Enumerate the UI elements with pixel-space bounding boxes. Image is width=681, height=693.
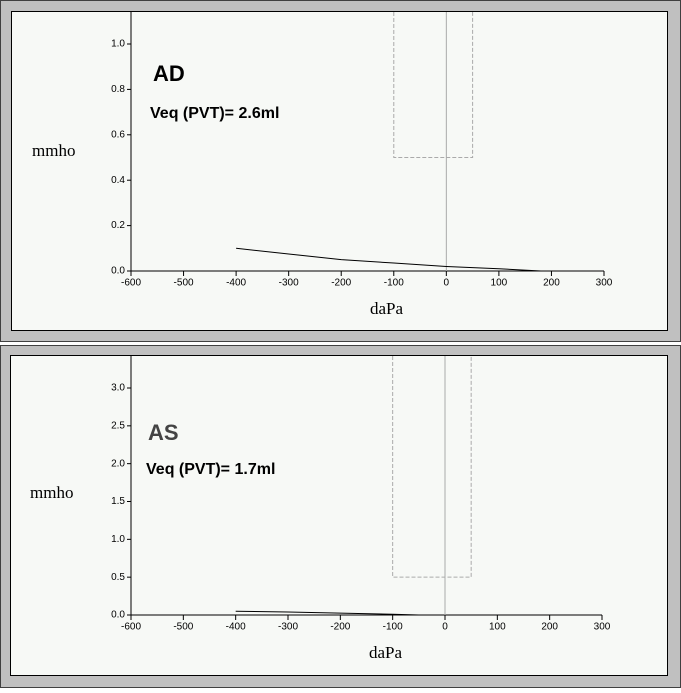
x-axis-title: daPa <box>370 299 404 318</box>
y-tick-label: 0.8 <box>111 84 125 95</box>
x-tick-label: -600 <box>121 278 141 289</box>
x-tick-label: 100 <box>489 622 506 633</box>
x-tick-label: -500 <box>173 622 193 633</box>
y-tick-label: 0.2 <box>111 220 125 231</box>
y-tick-label: 3.0 <box>111 383 125 394</box>
y-tick-label: 0.0 <box>111 266 125 277</box>
x-tick-label: -100 <box>384 278 404 289</box>
x-tick-label: -400 <box>226 622 246 633</box>
y-tick-label: 1.5 <box>111 496 125 507</box>
volume-label: Veq (PVT)= 1.7ml <box>146 461 275 478</box>
x-tick-label: 100 <box>491 278 508 289</box>
curve <box>235 610 419 616</box>
x-tick-label: -300 <box>278 622 298 633</box>
x-tick-label: 0 <box>442 622 448 633</box>
x-tick-label: -100 <box>383 622 403 633</box>
x-tick-label: -400 <box>226 278 246 289</box>
x-tick-label: -200 <box>331 278 351 289</box>
y-tick-label: 0.4 <box>111 175 125 186</box>
x-tick-label: 300 <box>594 622 611 633</box>
ear-label: AS <box>148 420 179 445</box>
y-tick-label: 1.0 <box>111 534 125 545</box>
curve <box>236 247 541 272</box>
panel <box>10 355 668 676</box>
x-tick-label: -500 <box>174 278 194 289</box>
x-tick-label: 200 <box>543 278 560 289</box>
y-tick-label: 2.5 <box>111 420 125 431</box>
normal-region <box>392 356 472 578</box>
y-axis-title: mmho <box>32 141 75 160</box>
volume-label: Veq (PVT)= 2.6ml <box>150 105 279 122</box>
y-tick-label: 0.5 <box>111 572 125 583</box>
x-tick-label: 0 <box>444 278 450 289</box>
x-tick-label: 200 <box>541 622 558 633</box>
y-tick-label: 2.0 <box>111 458 125 469</box>
ear-label: AD <box>153 61 185 86</box>
x-axis-title: daPa <box>369 643 403 662</box>
y-axis-title: mmho <box>30 483 73 502</box>
y-tick-label: 1.0 <box>111 39 125 50</box>
x-tick-label: -200 <box>330 622 350 633</box>
y-tick-label: 0.6 <box>111 129 125 140</box>
y-tick-label: 0.0 <box>111 610 125 621</box>
panel <box>11 11 668 331</box>
x-tick-label: 300 <box>596 278 613 289</box>
x-tick-label: -300 <box>279 278 299 289</box>
normal-region <box>393 12 474 158</box>
x-tick-label: -600 <box>121 622 141 633</box>
